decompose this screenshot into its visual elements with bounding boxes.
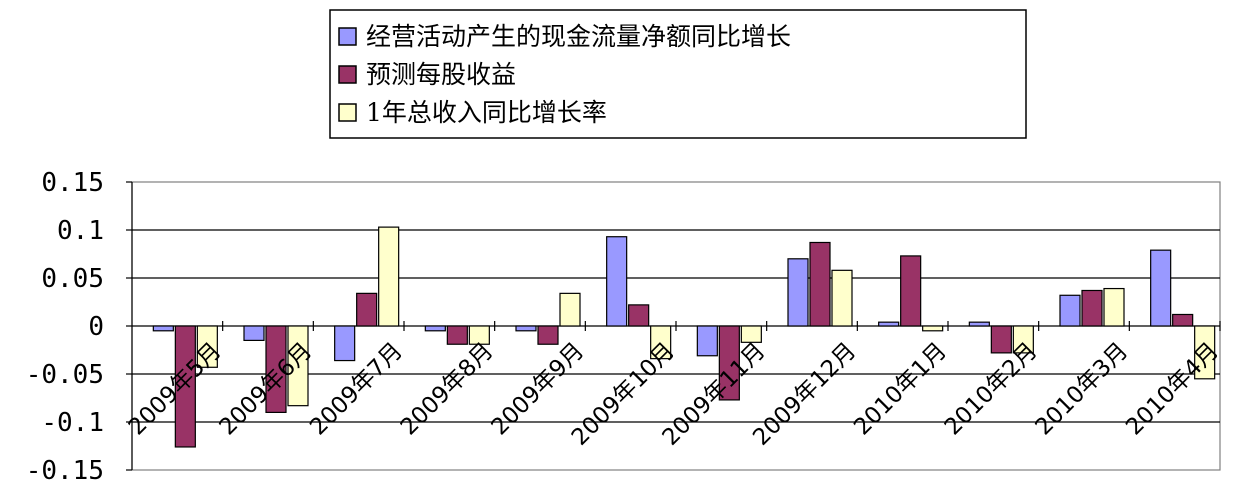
bar-series3-8 [831,269,853,327]
legend-swatch-2 [338,65,357,84]
bar-series3-12 [1194,325,1216,380]
bar-series1-4 [424,325,446,332]
y-tick-label: 0 [88,312,104,342]
bar-series1-9 [878,321,900,327]
bar-series1-8 [787,258,809,327]
bar-series1-3 [334,325,356,362]
bar-series2-6 [628,304,650,327]
bar-series2-8 [809,241,831,327]
legend-swatch-3 [338,103,357,122]
y-tick-label: 0.15 [41,168,104,198]
bar-series1-11 [1059,294,1081,327]
legend-swatch-1 [338,27,357,46]
bar-series1-5 [515,325,537,332]
y-tick-label: -0.1 [41,408,104,438]
bar-series3-6 [650,325,672,360]
bar-series2-2 [265,325,287,414]
bar-series2-1 [174,325,196,448]
bar-series2-9 [900,255,922,327]
y-tick-label: 0.1 [57,216,104,246]
legend-box [329,9,1027,139]
bar-series3-2 [287,325,309,407]
bar-series3-5 [559,292,581,327]
bar-series1-12 [1150,249,1172,327]
bar-series2-7 [718,325,740,401]
bar-series2-5 [537,325,559,345]
bar-series1-7 [696,325,718,357]
bar-series3-10 [1012,325,1034,354]
legend-label-2: 预测每股收益 [366,60,516,89]
bar-series3-11 [1103,287,1125,327]
legend-label-1: 经营活动产生的现金流量净额同比增长 [366,22,791,51]
y-tick-label: 0.05 [41,264,104,294]
legend-label-3: 1年总收入同比增长率 [366,98,607,127]
bar-series1-10 [968,321,990,327]
bar-series1-6 [606,236,628,327]
bar-series3-3 [378,226,400,327]
bar-series3-9 [922,325,944,332]
bar-series2-10 [990,325,1012,354]
bar-series2-12 [1172,313,1194,327]
bar-series2-4 [446,325,468,345]
bar-series2-3 [356,292,378,327]
bar-series3-4 [468,325,490,345]
y-tick-label: -0.05 [26,360,104,390]
bar-series3-7 [740,325,762,343]
y-tick-label: -0.15 [26,456,104,486]
bar-series2-11 [1081,289,1103,327]
bar-series1-2 [243,325,265,341]
y-axis: 0.15 0.1 0.05 0 -0.05 -0.1 -0.15 [26,168,133,486]
bar-series1-1 [152,325,174,332]
bar-series3-1 [196,325,218,368]
